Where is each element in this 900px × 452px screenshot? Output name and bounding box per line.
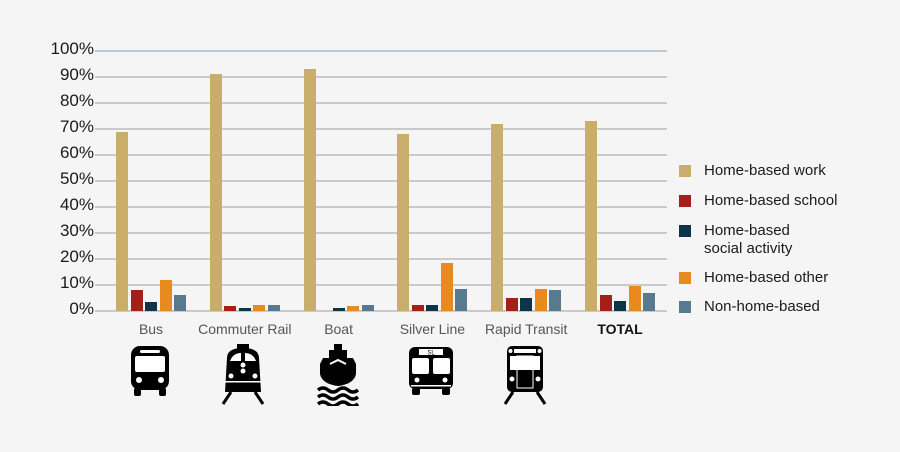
boat-icon (316, 344, 360, 406)
y-tick-label: 50% (59, 169, 94, 188)
x-category-label: Bus (138, 321, 164, 337)
commuter-rail-icon (221, 344, 265, 405)
gridline (95, 154, 667, 156)
legend-swatch (679, 301, 691, 313)
y-tick-label: 70% (59, 117, 94, 136)
bar (549, 290, 562, 311)
bar (267, 304, 280, 311)
bar (347, 305, 360, 311)
legend-label: Home-based work (704, 162, 826, 179)
bar (440, 262, 453, 311)
legend-item-home-based-work: Home-based work (679, 162, 874, 180)
gridline (95, 102, 667, 104)
x-category-label: Rapid Transit (484, 321, 568, 337)
bar (520, 298, 533, 311)
gridline (95, 258, 667, 260)
y-tick-label: 20% (59, 247, 94, 266)
gridline (95, 310, 667, 312)
bar (426, 304, 439, 311)
legend-item-home-based-other: Home-based other (679, 269, 874, 287)
bar (159, 279, 172, 311)
gridline (95, 232, 667, 234)
legend-label: Home-based other (704, 269, 829, 286)
y-tick-label: 100% (50, 39, 94, 58)
bar (303, 69, 316, 311)
x-category-label: Commuter Rail (198, 321, 292, 337)
bar (505, 298, 518, 311)
bar (534, 288, 547, 311)
legend-item-home-based-school: Home-based school (679, 192, 874, 210)
silver-line-bus-icon: SL (409, 347, 453, 395)
y-tick-label: 60% (59, 143, 94, 162)
bar (130, 290, 143, 311)
rapid-transit-icon (503, 346, 547, 405)
gridline (95, 76, 667, 78)
legend-label: Home-based school (704, 192, 838, 209)
legend-label: Home-based social activity (704, 222, 793, 257)
legend-item-home-based-social-activity: Home-based social activity (679, 222, 874, 258)
bar (116, 131, 128, 311)
legend-swatch (679, 195, 691, 207)
bar (224, 305, 237, 311)
bar (209, 74, 222, 311)
y-tick-label: 30% (59, 221, 94, 240)
x-category-label: Boat (324, 321, 353, 337)
svg-text:SL: SL (427, 351, 435, 357)
gridline (95, 284, 667, 286)
bar (145, 301, 157, 311)
bar (614, 300, 626, 311)
gridline (95, 128, 667, 130)
x-category-label: TOTAL (597, 321, 643, 337)
bar (361, 304, 374, 311)
gridline (95, 50, 667, 52)
bar (491, 123, 504, 311)
bar (238, 308, 251, 311)
bar (585, 121, 597, 311)
y-tick-label: 0% (69, 299, 94, 318)
y-tick-label: 10% (59, 273, 94, 292)
gridline (95, 180, 667, 182)
bar (253, 304, 266, 311)
y-tick-label: 40% (59, 195, 94, 214)
legend-swatch (679, 272, 691, 284)
gridline (95, 206, 667, 208)
x-category-label: Silver Line (399, 321, 466, 337)
legend-item-non-home-based: Non-home-based (679, 298, 874, 316)
legend-swatch (679, 225, 691, 237)
y-tick-label: 80% (59, 91, 94, 110)
y-tick-label: 90% (59, 65, 94, 84)
bar (643, 292, 655, 311)
bar (411, 304, 424, 311)
bus-icon (131, 346, 169, 396)
bar (332, 308, 345, 311)
legend-label: Non-home-based (704, 298, 820, 315)
bar (455, 288, 468, 311)
bar (397, 134, 410, 311)
bar (599, 295, 612, 311)
bar (628, 286, 641, 311)
legend-swatch (679, 165, 691, 177)
bar (174, 295, 186, 311)
